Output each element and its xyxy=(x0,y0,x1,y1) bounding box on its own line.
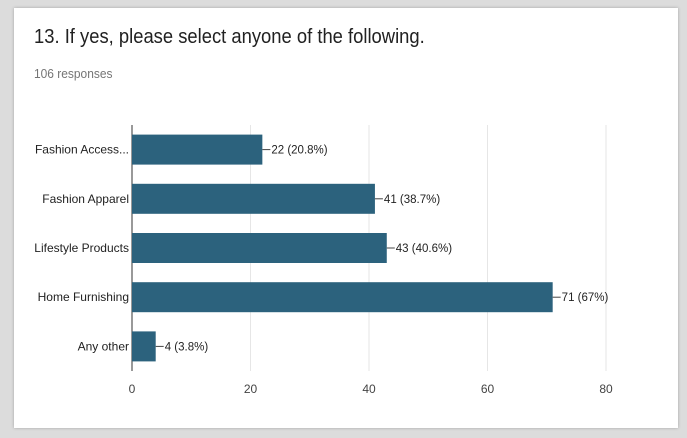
bar xyxy=(132,331,156,362)
x-tick-label: 80 xyxy=(599,382,613,396)
question-title: 13. If yes, please select anyone of the … xyxy=(34,26,425,48)
category-label: Fashion Access... xyxy=(35,143,129,157)
bar xyxy=(132,233,387,263)
data-label: 4 (3.8%) xyxy=(165,341,209,353)
x-tick-label: 40 xyxy=(362,382,376,396)
data-label: 71 (67%) xyxy=(562,292,609,304)
data-label: 22 (20.8%) xyxy=(271,145,327,157)
bar-chart: 0 20 40 60 80 Fashion Access... 22 (20.8%) Fash… xyxy=(34,125,613,396)
x-tick-label: 0 xyxy=(129,382,136,396)
chart-card: 13. If yes, please select anyone of the … xyxy=(14,8,678,428)
bar xyxy=(132,183,375,214)
category-label: Fashion Apparel xyxy=(42,192,129,206)
response-count: 106 responses xyxy=(34,66,113,81)
bar xyxy=(132,282,553,313)
x-tick-label: 20 xyxy=(244,382,258,396)
category-label: Lifestyle Products xyxy=(34,241,129,255)
data-label: 41 (38.7%) xyxy=(384,194,440,206)
category-label: Home Furnishing xyxy=(38,290,129,304)
category-label: Any other xyxy=(78,339,129,353)
bar xyxy=(132,134,263,165)
data-label: 43 (40.6%) xyxy=(396,243,452,255)
x-tick-label: 60 xyxy=(481,382,495,396)
